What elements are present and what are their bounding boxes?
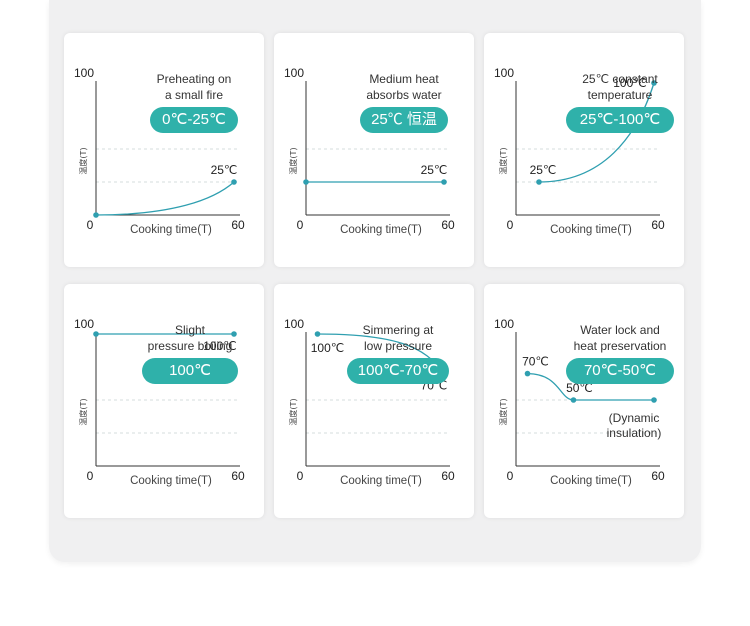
data-point: [441, 179, 447, 185]
data-label: 50℃: [566, 381, 593, 395]
origin-tick-label: 0: [297, 218, 304, 232]
y-axis-label: 温度(T): [498, 398, 508, 425]
x-axis-label: Cooking time(T): [340, 475, 422, 487]
chart-card: 100 0 60 Cooking time(T) 温度(T) 100℃ Slight pre…: [64, 284, 264, 518]
data-label: 100℃: [613, 76, 647, 90]
data-label: 25℃: [211, 163, 238, 177]
data-point: [231, 179, 237, 185]
chart-svg: 100 0 60 Cooking time(T) 温度(T) 70℃ 50℃ (Dynamic…: [494, 317, 665, 487]
y-axis-label: 温度(T): [78, 147, 88, 174]
data-label: 100℃: [311, 341, 345, 355]
chart-title: Preheating on a small fire: [156, 72, 232, 102]
chart-title: Slight pressure boiling: [147, 323, 233, 353]
y-tick-label: 100: [494, 317, 514, 331]
origin-tick-label: 0: [297, 469, 304, 483]
data-label: 25℃: [530, 163, 557, 177]
chart-svg: 100 0 60 Cooking time(T) 温度(T) 100℃: [74, 317, 245, 487]
data-point: [303, 179, 309, 185]
chart-card: 100 0 60 Cooking time(T) 温度(T) 25℃ Preheating …: [64, 33, 264, 267]
data-point: [93, 212, 99, 218]
chart-card: 100 0 60 Cooking time(T) 温度(T) 100℃ 70℃ Simmeri…: [274, 284, 474, 518]
temperature-badge: 25℃ 恒温: [360, 107, 448, 133]
temperature-badge: 0℃-25℃: [150, 107, 238, 133]
data-point: [524, 370, 531, 377]
data-label: 25℃: [421, 163, 448, 177]
data-point: [93, 331, 99, 337]
series-line: [95, 181, 235, 216]
temperature-badge: 70℃-50℃: [566, 358, 674, 384]
chart-title: Simmering at low pressure: [362, 323, 434, 353]
data-label: 70℃: [522, 355, 549, 369]
x-axis-label: Cooking time(T): [550, 224, 632, 236]
y-tick-label: 100: [284, 317, 304, 331]
chart-title: Medium heat absorbs water: [366, 72, 442, 102]
y-axis-label: 温度(T): [78, 398, 88, 425]
y-tick-label: 100: [284, 66, 304, 80]
chart-title: Water lock and heat preservation: [573, 323, 667, 353]
y-axis-label: 温度(T): [288, 398, 298, 425]
y-axis-label: 温度(T): [288, 147, 298, 174]
x-tick-label: 60: [231, 218, 245, 232]
chart-svg: 100 0 60 Cooking time(T) 温度(T) 25℃: [74, 66, 245, 236]
x-axis-label: Cooking time(T): [130, 224, 212, 236]
x-tick-label: 60: [441, 218, 455, 232]
x-tick-label: 60: [231, 469, 245, 483]
origin-tick-label: 0: [87, 469, 94, 483]
data-point: [651, 397, 657, 403]
y-tick-label: 100: [494, 66, 514, 80]
x-tick-label: 60: [441, 469, 455, 483]
origin-tick-label: 0: [507, 218, 514, 232]
data-point: [651, 80, 657, 86]
origin-tick-label: 0: [507, 469, 514, 483]
series-line: [538, 82, 655, 183]
data-point: [570, 397, 577, 403]
x-axis-label: Cooking time(T): [340, 224, 422, 236]
chart-note: insulation): [607, 426, 662, 440]
x-axis-label: Cooking time(T): [130, 475, 212, 487]
data-label: 100℃: [203, 339, 237, 353]
data-point: [314, 331, 321, 337]
x-axis-label: Cooking time(T): [550, 475, 632, 487]
temperature-badge: 100℃-70℃: [347, 358, 449, 384]
chart-note: (Dynamic: [609, 411, 660, 425]
y-axis-label: 温度(T): [498, 147, 508, 174]
data-point: [536, 179, 542, 185]
data-point: [231, 331, 237, 337]
y-tick-label: 100: [74, 66, 94, 80]
y-tick-label: 100: [74, 317, 94, 331]
temperature-badge: 25℃-100℃: [566, 107, 674, 133]
temperature-badge: 100℃: [142, 358, 238, 384]
origin-tick-label: 0: [87, 218, 94, 232]
chart-svg: 100 0 60 Cooking time(T) 温度(T) 25℃ 100℃: [494, 66, 665, 236]
chart-card: 100 0 60 Cooking time(T) 温度(T) 70℃ 50℃ (Dynamic…: [484, 284, 684, 518]
chart-card: 100 0 60 Cooking time(T) 温度(T) 25℃ 100℃ 25℃ con…: [484, 33, 684, 267]
chart-title: 25℃ constant temperature: [582, 72, 658, 102]
x-tick-label: 60: [651, 469, 665, 483]
chart-card: 100 0 60 Cooking time(T) 温度(T) 25℃ Medium heat…: [274, 33, 474, 267]
chart-svg: 100 0 60 Cooking time(T) 温度(T) 25℃: [284, 66, 455, 236]
x-tick-label: 60: [651, 218, 665, 232]
